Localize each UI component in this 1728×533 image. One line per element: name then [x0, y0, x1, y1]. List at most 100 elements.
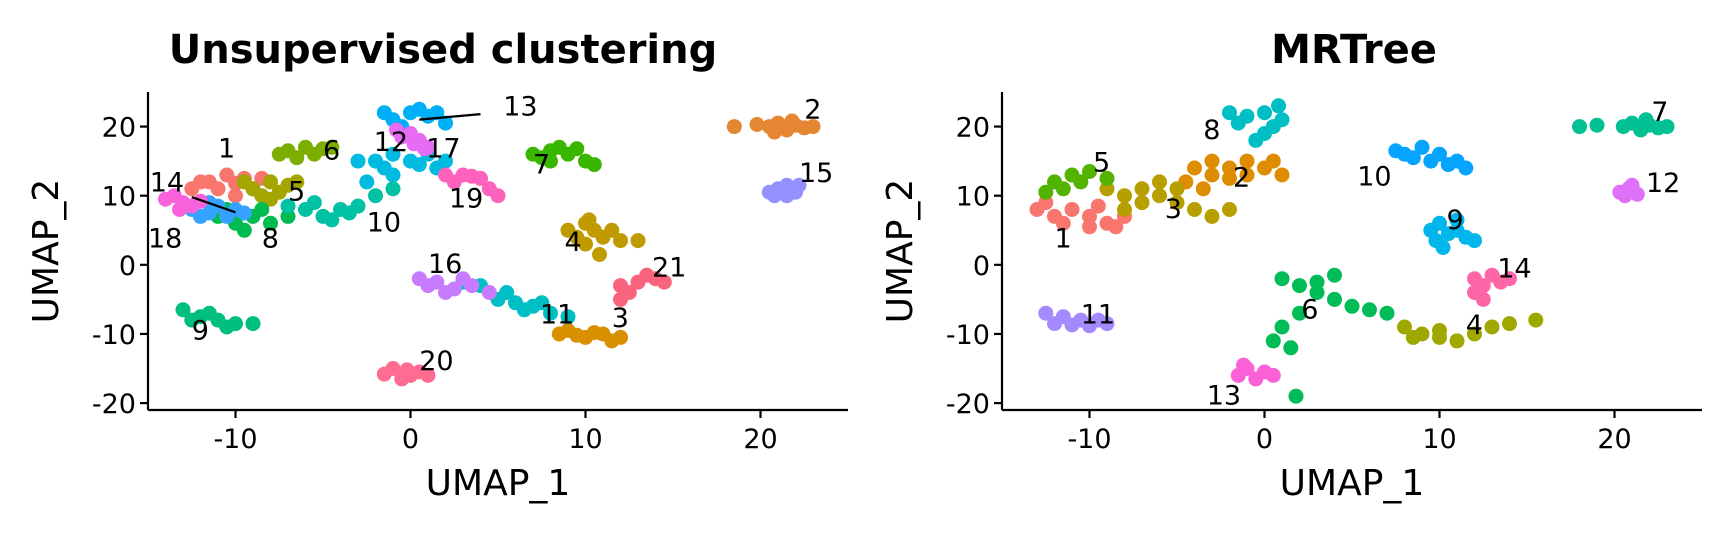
cluster-16-point	[455, 271, 471, 287]
cluster-1-point	[228, 188, 243, 204]
cluster-6-point	[1265, 333, 1281, 349]
cluster-12-point	[385, 146, 401, 162]
y-axis-title: UMAP_2	[880, 179, 921, 324]
cluster-10-point	[324, 212, 340, 228]
cluster-9-point	[1435, 240, 1451, 255]
cluster-label-8: 8	[1203, 115, 1220, 146]
cluster-1-point	[1055, 215, 1071, 231]
cluster-6-point	[1283, 340, 1299, 356]
cluster-2-point	[1222, 160, 1237, 176]
cluster-4-point	[569, 229, 585, 245]
scatter-points	[1029, 98, 1675, 404]
cluster-12-point	[359, 174, 375, 190]
x-tick-label: 10	[1422, 424, 1456, 455]
cluster-3-point	[569, 327, 585, 343]
cluster-10-point	[1414, 139, 1430, 155]
cluster-6-point	[1292, 278, 1307, 294]
cluster-9-point	[184, 312, 200, 328]
cluster-19-point	[490, 188, 506, 204]
cluster-6-point	[1309, 285, 1325, 300]
cluster-2-point	[805, 119, 821, 135]
cluster-6-point	[324, 139, 340, 155]
cluster-11-point	[560, 309, 576, 325]
cluster-7-point	[551, 139, 567, 155]
cluster-14-leader-line	[191, 196, 236, 214]
cluster-14-point	[193, 208, 208, 224]
cluster-6-point	[1288, 388, 1304, 404]
cluster-13-point	[376, 105, 392, 121]
cluster-3-point	[551, 326, 567, 342]
y-tick-label: 20	[956, 113, 990, 144]
cluster-3-point	[1169, 195, 1185, 211]
cluster-2-point	[767, 124, 782, 140]
cluster-8-point	[254, 202, 270, 217]
cluster-4-point	[1449, 333, 1465, 349]
cluster-label-12: 12	[374, 127, 408, 158]
cluster-14-point	[236, 205, 252, 221]
cluster-label-20: 20	[419, 346, 453, 377]
cluster-10-point	[368, 188, 383, 204]
cluster-label-8: 8	[262, 224, 279, 255]
cluster-10-point	[385, 181, 401, 197]
cluster-11-point	[543, 305, 558, 321]
cluster-3-point	[586, 325, 602, 341]
cluster-21-point	[639, 267, 655, 283]
cluster-21-point	[656, 274, 672, 290]
cluster-4-point	[581, 212, 597, 228]
cluster-6-point	[271, 146, 287, 162]
cluster-6-point	[1309, 274, 1325, 290]
cluster-3-point	[1134, 181, 1150, 197]
cluster-16-point	[420, 278, 436, 294]
x-tick-label: 20	[743, 424, 777, 455]
y-tick-label: 10	[102, 182, 136, 213]
cluster-7-point	[1589, 117, 1605, 133]
cluster-1-point	[1082, 219, 1097, 235]
cluster-label-2: 2	[804, 94, 821, 125]
cluster-15-point	[791, 177, 807, 193]
scatter-points	[158, 101, 821, 387]
y-axis-title: UMAP_2	[26, 179, 67, 324]
cluster-4-point	[1484, 319, 1500, 335]
cluster-10-point	[1388, 143, 1404, 159]
cluster-label-5: 5	[288, 177, 305, 208]
cluster-8-point	[1248, 132, 1264, 148]
cluster-6-point	[306, 146, 322, 162]
cluster-13-point	[438, 115, 453, 131]
x-tick-label: -10	[1067, 424, 1111, 455]
cluster-11-point	[534, 295, 550, 311]
cluster-label-9: 9	[192, 315, 209, 346]
cluster-7-point	[1659, 119, 1675, 135]
cluster-3-point	[1187, 202, 1202, 217]
cluster-11-point	[1082, 318, 1097, 334]
cluster-20-point	[376, 366, 392, 382]
x-axis-title: UMAP_1	[1280, 463, 1425, 504]
cluster-8-point	[236, 222, 252, 238]
cluster-label-10: 10	[367, 208, 401, 239]
cluster-6-point	[1274, 271, 1290, 287]
cluster-label-1: 1	[1055, 224, 1072, 255]
cluster-9-point	[201, 305, 217, 321]
cluster-1-point	[1108, 219, 1124, 235]
cluster-label-5: 5	[1093, 148, 1110, 179]
cluster-5-point	[289, 174, 305, 190]
cluster-label-7: 7	[533, 150, 550, 181]
cluster-5-point	[1038, 184, 1054, 200]
cluster-13-leader-line	[419, 113, 481, 121]
cluster-4-point	[1432, 323, 1447, 338]
cluster-9-point	[1467, 233, 1482, 249]
cluster-2-point	[1239, 167, 1255, 183]
cluster-3-point	[1099, 181, 1115, 197]
y-tick-label: 0	[973, 251, 990, 282]
cluster-3-point	[1169, 181, 1185, 197]
x-tick-label: 0	[402, 424, 419, 455]
cluster-20-point	[399, 362, 415, 378]
cluster-5-point	[263, 174, 278, 190]
cluster-12-point	[411, 157, 427, 173]
cluster-4-point	[1528, 312, 1544, 328]
cluster-15-point	[767, 188, 782, 204]
cluster-2-point	[1195, 181, 1211, 197]
cluster-5-point	[1099, 170, 1115, 186]
x-tick-label: 20	[1597, 424, 1631, 455]
cluster-label-21: 21	[652, 253, 686, 284]
